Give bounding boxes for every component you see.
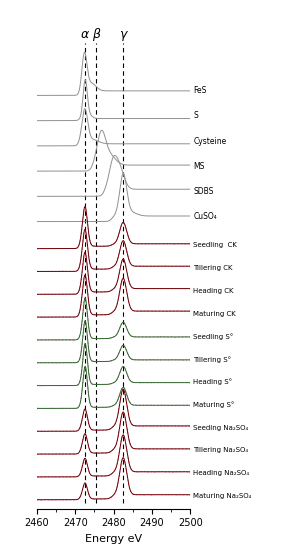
Text: Heading Na₂SO₄: Heading Na₂SO₄ <box>193 470 250 476</box>
Text: Seedling  CK: Seedling CK <box>193 242 237 248</box>
Text: Heading S°: Heading S° <box>193 379 232 385</box>
Text: Seeding Na₂SO₄: Seeding Na₂SO₄ <box>193 425 249 431</box>
Text: β: β <box>92 28 100 41</box>
Text: α: α <box>81 28 89 41</box>
Text: MS: MS <box>193 162 205 171</box>
Text: Maturing Na₂SO₄: Maturing Na₂SO₄ <box>193 493 252 499</box>
Text: FeS: FeS <box>193 86 207 95</box>
Text: S: S <box>193 111 198 121</box>
X-axis label: Energy eV: Energy eV <box>85 534 142 544</box>
Text: Tillering Na₂SO₄: Tillering Na₂SO₄ <box>193 447 249 453</box>
Text: SDBS: SDBS <box>193 187 214 196</box>
Text: Maturing S°: Maturing S° <box>193 401 235 408</box>
Text: Cysteine: Cysteine <box>193 137 227 145</box>
Text: Maturing CK: Maturing CK <box>193 310 236 316</box>
Text: Tillering S°: Tillering S° <box>193 356 231 363</box>
Text: γ: γ <box>119 28 127 41</box>
Text: Seedling S°: Seedling S° <box>193 333 234 340</box>
Text: CuSO₄: CuSO₄ <box>193 212 217 221</box>
Text: Heading CK: Heading CK <box>193 288 234 294</box>
Text: Tillering CK: Tillering CK <box>193 265 233 271</box>
